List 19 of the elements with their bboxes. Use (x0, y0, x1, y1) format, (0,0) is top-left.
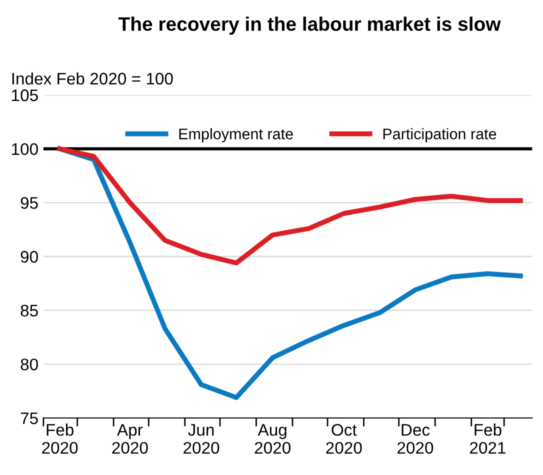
y-axis-title: Index Feb 2020 = 100 (12, 72, 173, 85)
line-series (57, 146, 523, 266)
y-tick-label: 80 (20, 358, 38, 370)
legend-label: Participation rate (383, 128, 496, 142)
y-tick-label: 95 (20, 197, 38, 209)
y-tick-label: 100 (12, 143, 38, 156)
y-tick-label: 90 (20, 250, 38, 263)
x-tick-label: Apr 2020 (112, 424, 148, 454)
y-tick-label: 105 (12, 89, 38, 102)
legend-label: Employment rate (179, 128, 293, 142)
y-tick-label: 75 (20, 412, 38, 424)
x-tick-label: Feb 2020 (42, 424, 78, 454)
x-tick-label: Dec 2020 (398, 424, 434, 454)
x-tick-label: Jun 2020 (184, 424, 220, 454)
x-tick-label: Aug 2020 (254, 424, 290, 454)
x-tick-label: Feb 2021 (470, 424, 506, 454)
chart-title: The recovery in the labour market is slow (118, 16, 501, 35)
y-tick-label: 85 (20, 304, 38, 317)
x-tick-label: Oct 2020 (326, 424, 362, 454)
